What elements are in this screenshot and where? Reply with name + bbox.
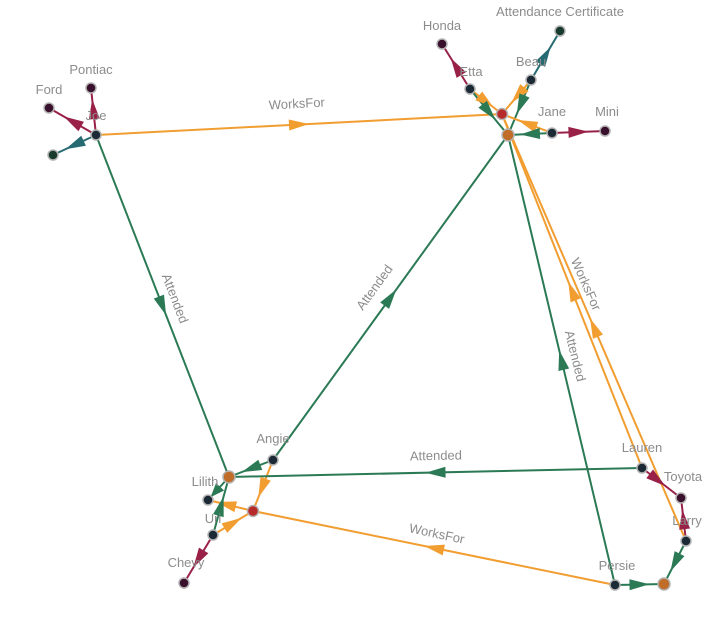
arrowhead xyxy=(88,99,100,120)
arrowhead xyxy=(568,281,581,303)
node-label: Etta xyxy=(459,64,483,79)
node-lauren[interactable] xyxy=(636,462,648,474)
arrowheads-layer xyxy=(63,46,691,591)
arrowhead xyxy=(221,517,242,533)
node-toyota[interactable] xyxy=(675,492,687,504)
node-pontiac[interactable] xyxy=(85,82,97,94)
arrowhead xyxy=(193,547,209,568)
node-label: Honda xyxy=(423,18,462,33)
node-chevy[interactable] xyxy=(178,577,190,589)
node-uri[interactable] xyxy=(207,529,219,541)
arrowhead xyxy=(450,58,466,78)
node-label: Jane xyxy=(538,104,566,119)
node-joe[interactable] xyxy=(90,129,102,141)
arrowhead xyxy=(241,459,263,473)
arrowhead xyxy=(65,135,86,150)
arrowhead xyxy=(535,46,551,67)
node-label: Attendance Certificate xyxy=(496,4,624,19)
node-label: Toyota xyxy=(664,469,703,484)
edge-label: Attended xyxy=(410,448,462,464)
node-label: Pontiac xyxy=(69,62,113,77)
arrowhead xyxy=(558,350,570,372)
arrowhead xyxy=(520,128,541,140)
arrowhead xyxy=(475,91,494,108)
node-labels-layer: Joe Ford Pontiac Etta Honda Beau Attendance Ce… xyxy=(36,4,703,573)
arrowhead xyxy=(425,466,446,478)
arrowhead xyxy=(258,476,271,498)
node-event_top[interactable] xyxy=(501,128,515,142)
node-cert1[interactable] xyxy=(554,25,566,37)
node-cert2[interactable] xyxy=(47,149,59,161)
node-label: Chevy xyxy=(168,555,205,570)
arrowhead xyxy=(424,544,445,556)
arrowhead xyxy=(213,496,224,518)
node-lilith[interactable] xyxy=(202,494,214,506)
edge-label: WorksFor xyxy=(268,95,325,113)
node-label: Beau xyxy=(516,54,546,69)
arrowhead xyxy=(478,100,496,120)
arrowhead xyxy=(590,318,604,339)
node-label: Lauren xyxy=(622,440,662,455)
nodes-layer xyxy=(43,25,692,591)
node-larry[interactable] xyxy=(680,535,692,547)
edge-label: WorksFor xyxy=(568,255,605,313)
node-company_top[interactable] xyxy=(495,107,509,121)
node-label: Uri xyxy=(205,511,222,526)
node-label: Ford xyxy=(36,82,63,97)
arrowhead xyxy=(380,289,397,309)
arrowhead xyxy=(153,294,167,316)
arrowhead xyxy=(517,119,539,133)
arrowhead xyxy=(629,579,650,591)
arrowhead xyxy=(511,84,529,103)
node-mini[interactable] xyxy=(599,125,611,137)
arrowhead xyxy=(568,126,589,138)
node-label: Lilith xyxy=(192,474,219,489)
node-label: Larry xyxy=(672,513,702,528)
node-label: Persie xyxy=(599,558,636,573)
node-angie[interactable] xyxy=(267,454,279,466)
arrowhead xyxy=(210,483,225,498)
node-label: Angie xyxy=(256,431,289,446)
node-jane[interactable] xyxy=(546,127,558,139)
arrowhead xyxy=(679,509,691,530)
node-label: Joe xyxy=(86,108,107,123)
arrowhead xyxy=(63,116,84,132)
node-ford[interactable] xyxy=(43,102,55,114)
node-beau[interactable] xyxy=(525,74,537,86)
arrowhead xyxy=(646,469,666,487)
edge-label: WorksFor xyxy=(408,520,467,546)
node-event_br[interactable] xyxy=(657,577,671,591)
node-company_bl[interactable] xyxy=(246,504,260,518)
node-etta[interactable] xyxy=(464,83,476,95)
arrowhead xyxy=(288,119,309,131)
arrowhead xyxy=(670,551,685,572)
node-persie[interactable] xyxy=(609,579,621,591)
node-event_bl[interactable] xyxy=(222,470,236,484)
arrowhead xyxy=(516,93,530,114)
node-label: Mini xyxy=(595,104,619,119)
node-honda[interactable] xyxy=(436,38,448,50)
